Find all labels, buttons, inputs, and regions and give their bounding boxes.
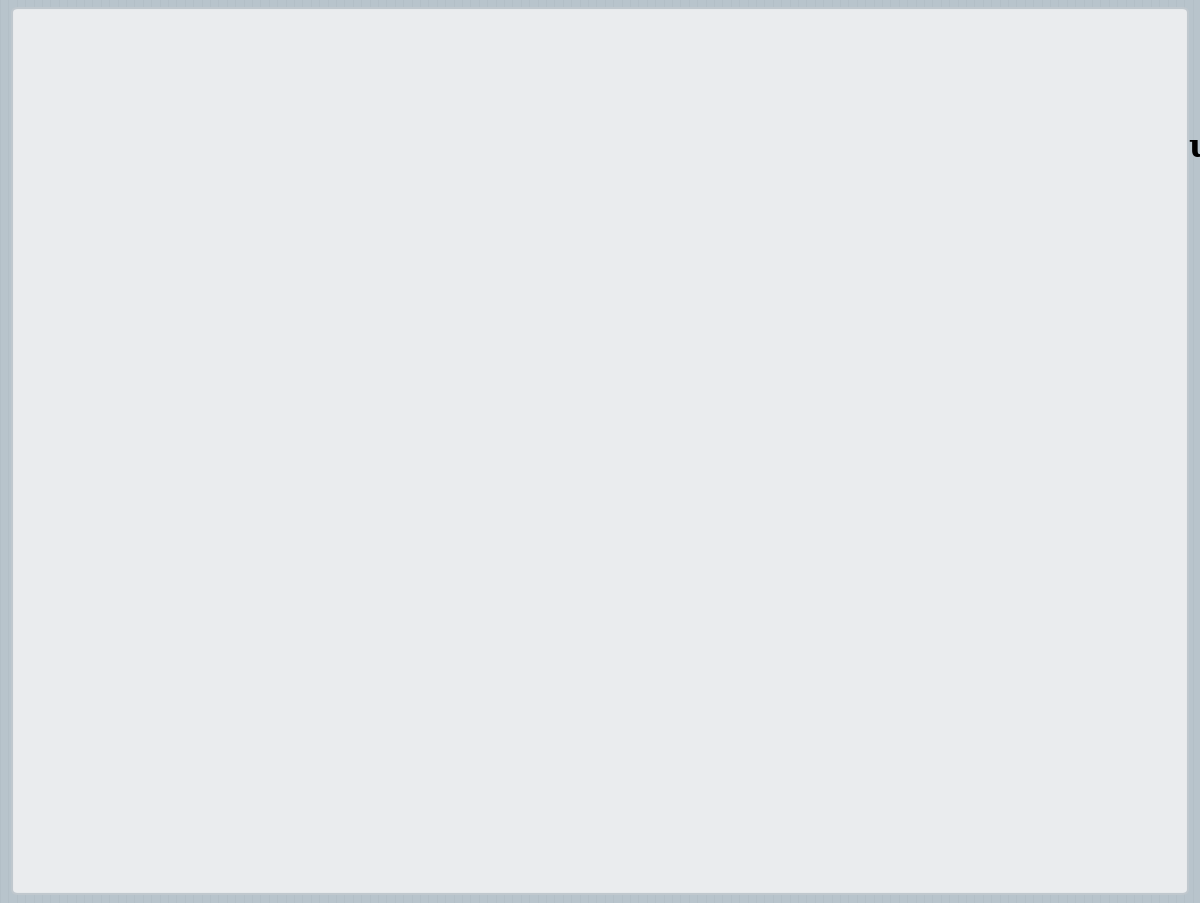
Text: The region in which the following partial differential equation: The region in which the following partia…: [187, 133, 1200, 163]
Text: a.: a.: [235, 418, 256, 440]
Text: acts as parabolic equation is: acts as parabolic equation is: [187, 330, 677, 362]
Text: c.: c.: [235, 594, 256, 617]
Circle shape: [190, 492, 214, 510]
Text: Select one:: Select one:: [187, 390, 296, 409]
Circle shape: [190, 597, 214, 615]
Text: $x = \left(\dfrac{1}{12}\right)^{\!\!1/3}$: $x = \left(\dfrac{1}{12}\right)^{\!\!1/3…: [299, 693, 460, 750]
Text: b.: b.: [235, 490, 257, 512]
Text: $x < \left(\dfrac{1}{12}\right)^{\!\!1/3}$: $x < \left(\dfrac{1}{12}\right)^{\!\!1/3…: [299, 484, 460, 542]
FancyBboxPatch shape: [252, 657, 504, 787]
FancyBboxPatch shape: [252, 554, 504, 682]
Circle shape: [190, 421, 214, 439]
FancyBboxPatch shape: [215, 400, 624, 460]
Text: d.: d.: [235, 699, 257, 721]
Text: $x^{3}\,\dfrac{\partial^{2}u}{\partial x^{2}}+27\dfrac{\partial^{2}u}{\partial y: $x^{3}\,\dfrac{\partial^{2}u}{\partial x…: [319, 216, 854, 300]
Circle shape: [190, 701, 214, 719]
Text: for all values of $x$: for all values of $x$: [266, 414, 535, 444]
FancyBboxPatch shape: [252, 449, 504, 578]
Text: $x > \left(\dfrac{1}{12}\right)^{\!\!1/3}$: $x > \left(\dfrac{1}{12}\right)^{\!\!1/3…: [299, 589, 460, 646]
